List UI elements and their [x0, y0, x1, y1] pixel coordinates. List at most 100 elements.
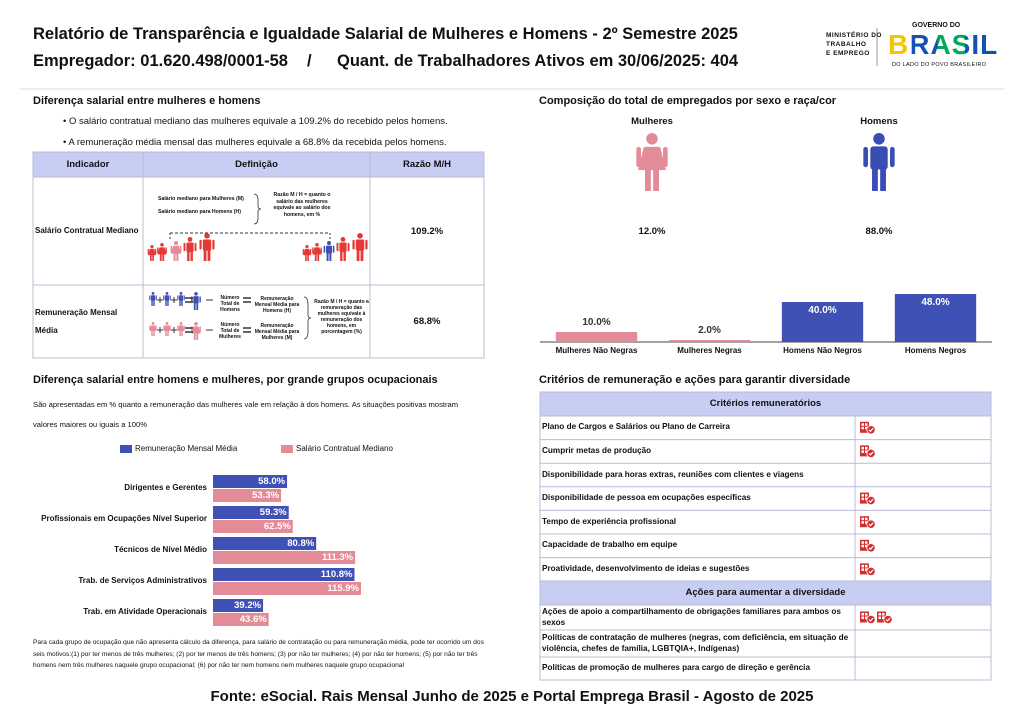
icon-window — [861, 423, 864, 426]
icon-window — [861, 497, 864, 501]
icon-building — [860, 539, 869, 551]
legend-swatch — [281, 445, 293, 453]
person-head — [151, 322, 155, 325]
diagram-text: Remuneração Mensal Média para Mulheres (… — [254, 323, 300, 341]
bar — [213, 520, 293, 533]
footer-source: Fonte: eSocial. Rais Mensal Junho de 202… — [210, 688, 814, 705]
person-leg — [150, 254, 152, 261]
policy-icon — [860, 445, 876, 458]
diagram-text: Razão M / H = quanto a remuneração das m… — [314, 299, 369, 335]
icon-window — [861, 564, 864, 568]
indicator-name: Remuneração Mensal Média — [35, 307, 118, 335]
person-leg — [307, 254, 309, 261]
bar — [668, 340, 751, 342]
person-head — [204, 233, 210, 239]
person-arm — [199, 326, 201, 333]
policy-icon — [860, 611, 876, 625]
icon-window — [861, 521, 864, 524]
icon-window — [878, 613, 881, 616]
table-section-header: Ações para aumentar a diversidade — [685, 587, 846, 598]
bar — [213, 582, 361, 595]
person-body — [202, 239, 212, 251]
icon-window — [861, 517, 864, 521]
person-leg — [872, 167, 878, 191]
person-leg — [165, 300, 167, 306]
person-head — [873, 133, 885, 145]
table-header: Razão M/H — [402, 159, 452, 170]
person-arm — [149, 295, 151, 301]
person-body — [150, 295, 156, 301]
person-arm — [163, 325, 165, 331]
policy-icon — [860, 492, 876, 506]
person-head — [179, 292, 183, 295]
table-header: Indicador — [66, 159, 110, 170]
person-arm — [199, 296, 201, 303]
bar-value-label: 115.9% — [327, 583, 359, 594]
icon-window — [865, 494, 868, 497]
diagram-text: Salário mediano para Homens (H) — [158, 209, 242, 215]
icon-check — [885, 617, 891, 622]
person-leg — [343, 251, 346, 261]
person-leg — [203, 249, 207, 261]
brace — [253, 193, 262, 225]
person-arm — [365, 239, 368, 250]
person-icon — [191, 322, 201, 340]
bar-value-label: 62.5% — [263, 521, 291, 532]
criterion-text: Capacidade de trabalho em equipe — [542, 540, 678, 550]
criterion-text: Cumprir metas de produção — [542, 446, 652, 456]
icon-window — [865, 450, 868, 453]
policy-icon — [860, 421, 876, 435]
diagram-text: Número Total de Mulheres — [219, 322, 241, 340]
icon-window — [865, 616, 868, 619]
bar-value-label: 80.8% — [287, 538, 315, 549]
footnote: Para cada grupo de ocupação que não apre… — [33, 639, 484, 669]
person-body — [339, 242, 347, 253]
table-header: Definição — [235, 159, 278, 170]
ratio-value: 109.2% — [410, 225, 444, 237]
icon-building — [860, 516, 869, 528]
gov-logo-top: GOVERNO DO — [912, 22, 961, 29]
icon-window — [865, 497, 868, 501]
person-arm — [347, 242, 350, 252]
icon-window — [865, 446, 868, 450]
person-leg — [162, 253, 165, 261]
person-leg — [193, 302, 196, 310]
category-label: Mulheres Não Negras — [555, 346, 638, 355]
diagram-text: Número Total de Homens — [220, 295, 240, 313]
person-icon — [199, 233, 215, 261]
bar-value-label: 58.0% — [258, 476, 286, 487]
criterion-text: Disponibilidade para horas extras, reuni… — [542, 469, 804, 479]
person-leg — [317, 253, 320, 261]
person-arm — [194, 242, 197, 252]
icon-window — [865, 613, 868, 616]
person-head — [327, 241, 331, 245]
person-leg — [151, 330, 153, 336]
person-arm — [169, 295, 171, 301]
category-label: Trab. em Atividade Operacionais — [83, 607, 207, 616]
icon-window — [878, 616, 881, 619]
policy-icon — [860, 516, 876, 529]
group-label: Mulheres — [631, 116, 673, 127]
person-leg — [314, 253, 317, 261]
bar — [213, 475, 288, 488]
person-arm — [320, 247, 322, 254]
person-leg — [151, 300, 153, 306]
person-leg — [880, 167, 886, 191]
person-icon — [191, 292, 201, 310]
person-body — [303, 248, 311, 256]
person-arm — [169, 325, 171, 331]
icon-building — [860, 492, 869, 504]
header-separator: / — [307, 52, 312, 70]
person-arm — [155, 325, 157, 331]
legend-label: Salário Contratual Mediano — [296, 444, 393, 453]
icon-window — [865, 521, 868, 524]
bar-value-label: 39.2% — [234, 600, 262, 611]
bar — [213, 537, 317, 550]
criterion-text: Disponibilidade de pessoa em ocupações e… — [542, 493, 751, 503]
person-leg — [165, 330, 167, 336]
icon-check — [868, 498, 874, 503]
icon-window — [882, 616, 885, 619]
person-icon — [163, 292, 171, 306]
person-icon — [183, 237, 197, 261]
